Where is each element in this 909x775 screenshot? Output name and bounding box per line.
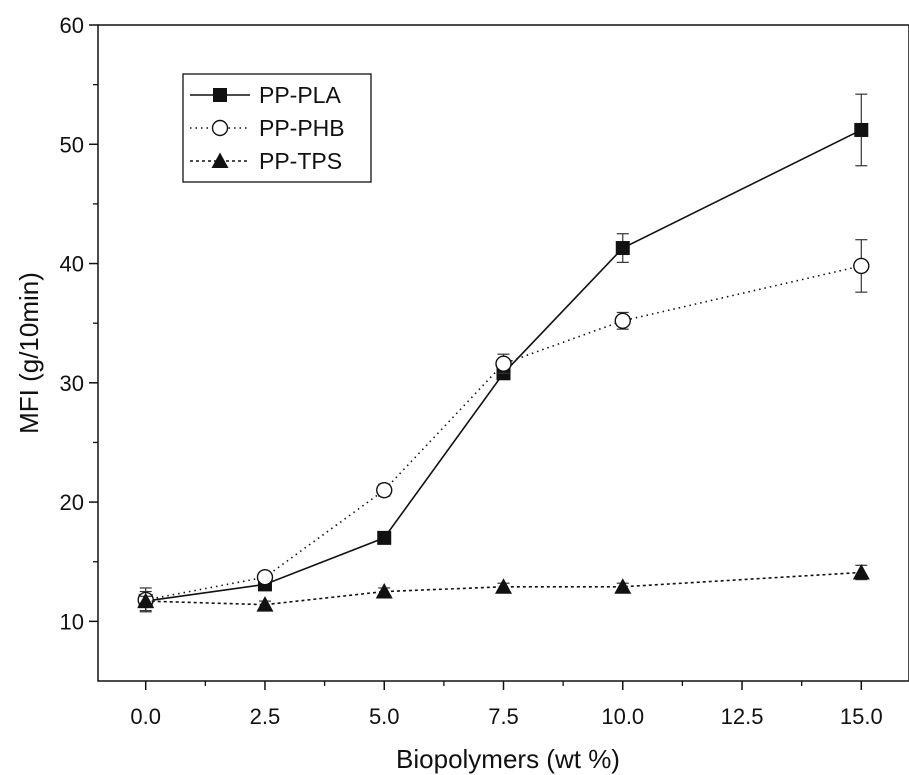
- y-tick-label: 40: [60, 252, 84, 277]
- x-tick-label: 10.0: [601, 704, 644, 729]
- x-tick-label: 5.0: [369, 704, 400, 729]
- legend-marker-pp-phb: [211, 119, 229, 137]
- data-point-pp-phb: [256, 569, 274, 586]
- x-tick-label: 2.5: [250, 704, 281, 729]
- y-axis-title: MFI (g/10min): [14, 272, 44, 434]
- data-point-pp-tps: [852, 563, 870, 580]
- data-point-pp-pla: [615, 241, 630, 256]
- tick-labels: 0.0 2.5 5.0 7.5 10.0 12.5 15.0 10 20 30 40 50 60: [60, 13, 883, 729]
- x-tick-label: 12.5: [721, 704, 764, 729]
- series-line-pp-pla: [145, 129, 862, 602]
- x-tick-label: 0.0: [130, 704, 161, 729]
- series-pp-tps: [137, 563, 870, 612]
- y-tick-label: 60: [60, 13, 84, 38]
- data-point-pp-pla: [377, 530, 392, 545]
- data-point-pp-phb: [495, 355, 512, 372]
- legend-label-pp-tps: PP-TPS: [259, 148, 342, 174]
- data-point-pp-phb: [853, 257, 870, 275]
- legend-marker-pp-tps: [211, 152, 229, 168]
- data-point-pp-phb: [376, 481, 393, 499]
- data-point-pp-tps: [375, 583, 393, 599]
- series-pp-phb: [137, 239, 870, 613]
- series-line-pp-tps: [145, 571, 862, 606]
- axis-ticks: [89, 24, 863, 690]
- y-tick-label: 20: [60, 490, 84, 515]
- legend-label-pp-pla: PP-PLA: [259, 82, 341, 108]
- data-point-pp-tps: [256, 596, 274, 612]
- data-point-pp-pla: [854, 122, 869, 137]
- x-axis-title: Biopolymers (wt %): [396, 744, 620, 774]
- x-tick-label: 15.0: [840, 704, 883, 729]
- data-point-pp-tps: [137, 592, 155, 609]
- y-tick-label: 50: [60, 132, 84, 157]
- x-tick-label: 7.5: [488, 704, 519, 729]
- legend-marker-pp-pla: [213, 88, 227, 102]
- legend: PP-PLA PP-PHB PP-TPS: [182, 73, 372, 183]
- series-line-pp-phb: [145, 265, 862, 601]
- series-layer: [137, 93, 870, 613]
- data-point-pp-phb: [614, 312, 631, 329]
- data-point-pp-tps: [495, 578, 512, 594]
- y-tick-label: 10: [60, 609, 84, 634]
- y-tick-label: 30: [60, 371, 84, 396]
- legend-label-pp-phb: PP-PHB: [259, 115, 345, 141]
- data-point-pp-tps: [614, 578, 632, 594]
